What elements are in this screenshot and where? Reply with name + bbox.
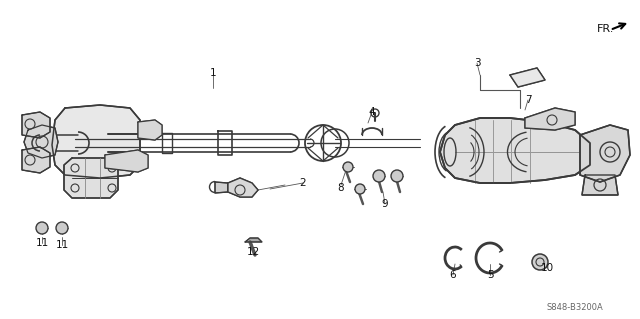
Circle shape	[343, 162, 353, 172]
Polygon shape	[22, 112, 50, 138]
Circle shape	[532, 254, 548, 270]
Text: 11: 11	[35, 238, 49, 248]
Text: FR.: FR.	[597, 24, 614, 34]
Text: 1: 1	[210, 68, 216, 78]
Text: 8: 8	[338, 183, 344, 193]
Circle shape	[36, 222, 48, 234]
Polygon shape	[22, 147, 50, 173]
Polygon shape	[228, 178, 258, 197]
Polygon shape	[510, 68, 545, 87]
Polygon shape	[580, 125, 630, 182]
Circle shape	[391, 170, 403, 182]
Polygon shape	[24, 125, 58, 158]
Text: 11: 11	[56, 240, 68, 250]
Text: 12: 12	[246, 247, 260, 257]
Text: 3: 3	[474, 58, 480, 68]
Text: 10: 10	[540, 263, 554, 273]
Text: S848-B3200A: S848-B3200A	[547, 303, 604, 313]
Polygon shape	[245, 238, 262, 242]
Text: 6: 6	[450, 270, 456, 280]
Circle shape	[355, 184, 365, 194]
Text: 7: 7	[525, 95, 531, 105]
Text: 2: 2	[300, 178, 307, 188]
Polygon shape	[440, 118, 590, 183]
Polygon shape	[52, 105, 140, 178]
Polygon shape	[105, 150, 148, 172]
Circle shape	[56, 222, 68, 234]
Text: 4: 4	[369, 107, 375, 117]
Polygon shape	[138, 120, 162, 140]
Polygon shape	[582, 175, 618, 195]
Text: 9: 9	[381, 199, 388, 209]
Text: 5: 5	[486, 270, 493, 280]
Polygon shape	[525, 108, 575, 130]
Polygon shape	[215, 182, 228, 193]
Circle shape	[373, 170, 385, 182]
Polygon shape	[64, 158, 118, 198]
